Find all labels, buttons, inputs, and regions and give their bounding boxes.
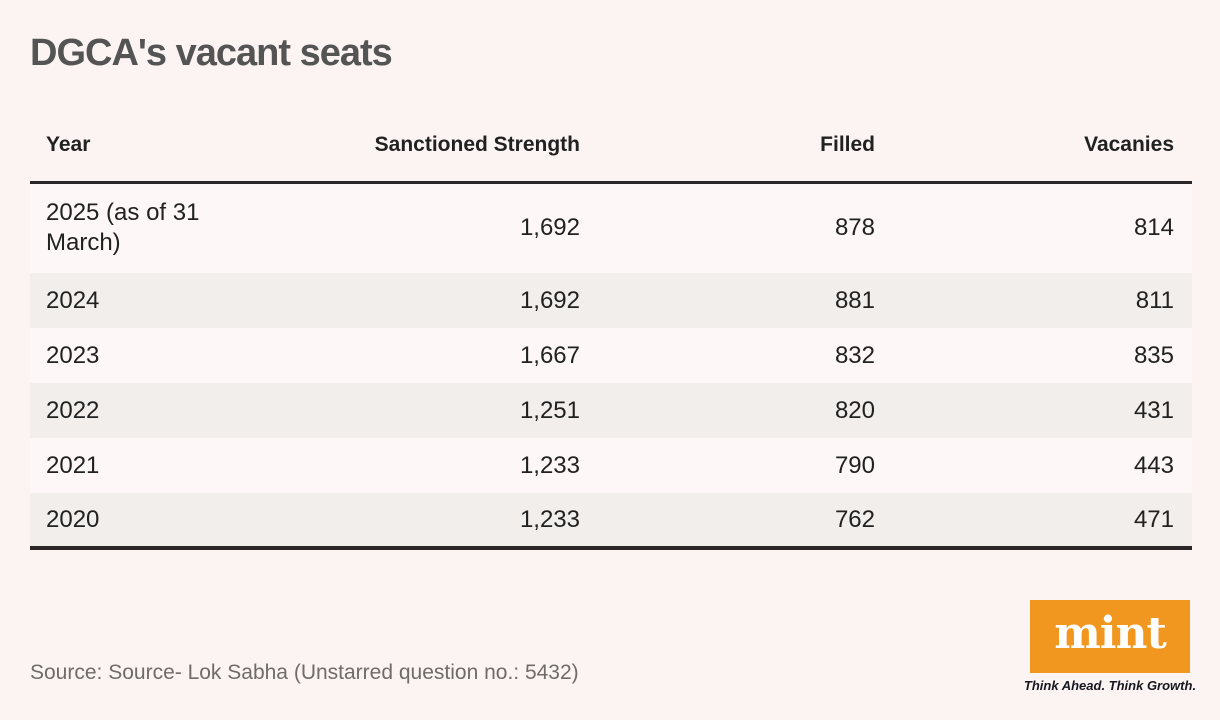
cell-year: 2020 xyxy=(46,505,100,533)
source-note: Source: Source- Lok Sabha (Unstarred que… xyxy=(30,661,579,684)
cell-vacanies: 814 xyxy=(1133,214,1174,242)
cell-sanctioned-strength: 1,233 xyxy=(519,451,580,479)
cell-sanctioned-strength: 1,692 xyxy=(519,286,580,314)
table-header: Year Sanctioned Strength Filled Vacanies xyxy=(30,118,1192,184)
cell-year: 2023 xyxy=(46,341,100,369)
mint-logo: mint xyxy=(1030,600,1190,673)
cell-year: 2024 xyxy=(46,286,100,314)
table-row: 2022 1,251 820 431 xyxy=(30,383,1192,438)
page-title: DGCA's vacant seats xyxy=(30,32,393,74)
cell-sanctioned-strength: 1,251 xyxy=(519,396,580,424)
cell-sanctioned-strength: 1,233 xyxy=(519,505,580,533)
cell-sanctioned-strength: 1,667 xyxy=(519,341,580,369)
cell-vacanies: 811 xyxy=(1135,286,1174,314)
mint-tagline: Think Ahead. Think Growth. xyxy=(1023,678,1197,693)
cell-year: 2025 (as of 31 March) xyxy=(46,199,200,257)
cell-vacanies: 835 xyxy=(1133,341,1174,369)
table-row: 2020 1,233 762 471 xyxy=(30,493,1192,548)
data-table: Year Sanctioned Strength Filled Vacanies 20… xyxy=(30,118,1192,550)
cell-vacanies: 471 xyxy=(1133,505,1174,533)
cell-year: 2021 xyxy=(46,451,100,479)
table-row: 2023 1,667 832 835 xyxy=(30,328,1192,383)
table-row: 2025 (as of 31 March) 1,692 878 814 xyxy=(30,182,1192,273)
col-header-vacanies: Vacanies xyxy=(893,118,1192,184)
col-header-sanctioned-strength: Sanctioned Strength xyxy=(230,118,598,184)
cell-sanctioned-strength: 1,692 xyxy=(519,214,580,242)
cell-filled: 832 xyxy=(834,341,875,369)
cell-filled: 878 xyxy=(834,214,875,242)
col-header-year: Year xyxy=(30,118,230,184)
table-row: 2024 1,692 881 811 xyxy=(30,273,1192,328)
cell-year: 2022 xyxy=(46,396,100,424)
col-header-filled: Filled xyxy=(598,118,893,184)
table-header-row: Year Sanctioned Strength Filled Vacanies xyxy=(30,118,1192,184)
cell-filled: 762 xyxy=(834,505,875,533)
cell-vacanies: 443 xyxy=(1133,451,1174,479)
mint-logo-text: mint xyxy=(1054,607,1167,659)
cell-vacanies: 431 xyxy=(1133,396,1174,424)
cell-filled: 820 xyxy=(834,396,875,424)
table-body: 2025 (as of 31 March) 1,692 878 814 2024 1,69… xyxy=(30,182,1192,548)
table-row: 2021 1,233 790 443 xyxy=(30,438,1192,493)
cell-filled: 790 xyxy=(834,451,875,479)
cell-filled: 881 xyxy=(834,286,875,314)
